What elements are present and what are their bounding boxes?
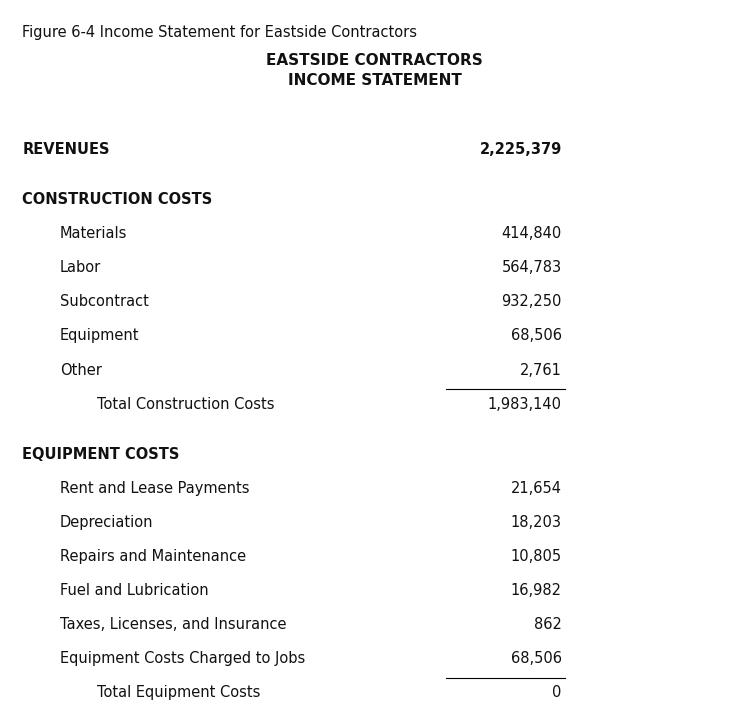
Text: 862: 862 bbox=[534, 617, 562, 632]
Text: 414,840: 414,840 bbox=[502, 226, 562, 241]
Text: Other: Other bbox=[60, 363, 102, 378]
Text: REVENUES: REVENUES bbox=[22, 142, 110, 157]
Text: 10,805: 10,805 bbox=[511, 549, 562, 564]
Text: 16,982: 16,982 bbox=[511, 583, 562, 598]
Text: 18,203: 18,203 bbox=[511, 515, 562, 530]
Text: 0: 0 bbox=[552, 685, 562, 700]
Text: 68,506: 68,506 bbox=[511, 651, 562, 666]
Text: 932,250: 932,250 bbox=[501, 294, 562, 309]
Text: 564,783: 564,783 bbox=[502, 260, 562, 275]
Text: Equipment Costs Charged to Jobs: Equipment Costs Charged to Jobs bbox=[60, 651, 305, 666]
Text: Labor: Labor bbox=[60, 260, 101, 275]
Text: Total Equipment Costs: Total Equipment Costs bbox=[97, 685, 261, 700]
Text: 2,761: 2,761 bbox=[520, 363, 562, 378]
Text: Rent and Lease Payments: Rent and Lease Payments bbox=[60, 481, 249, 496]
Text: Materials: Materials bbox=[60, 226, 127, 241]
Text: Repairs and Maintenance: Repairs and Maintenance bbox=[60, 549, 246, 564]
Text: CONSTRUCTION COSTS: CONSTRUCTION COSTS bbox=[22, 192, 213, 207]
Text: EASTSIDE CONTRACTORS: EASTSIDE CONTRACTORS bbox=[266, 53, 483, 68]
Text: Total Construction Costs: Total Construction Costs bbox=[97, 397, 275, 412]
Text: Equipment: Equipment bbox=[60, 328, 139, 343]
Text: EQUIPMENT COSTS: EQUIPMENT COSTS bbox=[22, 447, 180, 461]
Text: Figure 6-4 Income Statement for Eastside Contractors: Figure 6-4 Income Statement for Eastside… bbox=[22, 25, 417, 40]
Text: 21,654: 21,654 bbox=[511, 481, 562, 496]
Text: 68,506: 68,506 bbox=[511, 328, 562, 343]
Text: 1,983,140: 1,983,140 bbox=[488, 397, 562, 412]
Text: Taxes, Licenses, and Insurance: Taxes, Licenses, and Insurance bbox=[60, 617, 286, 632]
Text: Subcontract: Subcontract bbox=[60, 294, 149, 309]
Text: Depreciation: Depreciation bbox=[60, 515, 154, 530]
Text: INCOME STATEMENT: INCOME STATEMENT bbox=[288, 73, 461, 88]
Text: Fuel and Lubrication: Fuel and Lubrication bbox=[60, 583, 208, 598]
Text: 2,225,379: 2,225,379 bbox=[479, 142, 562, 157]
